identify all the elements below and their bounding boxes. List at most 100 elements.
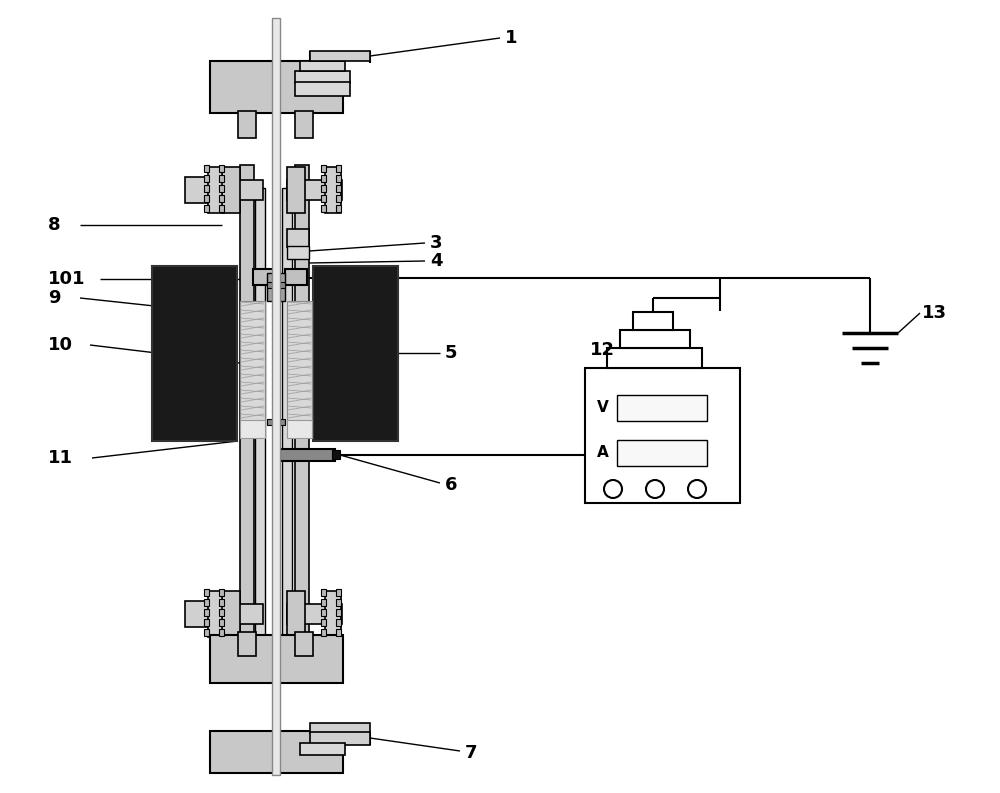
Bar xyxy=(204,609,209,616)
Bar xyxy=(219,599,224,606)
Bar xyxy=(272,18,280,775)
Bar xyxy=(336,175,341,182)
Bar xyxy=(617,395,707,421)
Bar xyxy=(287,229,309,247)
Bar xyxy=(219,175,224,182)
Bar xyxy=(282,188,292,638)
Text: 12: 12 xyxy=(590,341,615,359)
Text: 10: 10 xyxy=(48,336,73,354)
Bar xyxy=(585,368,740,503)
Bar xyxy=(332,450,340,459)
Bar xyxy=(633,312,673,330)
Bar xyxy=(287,301,312,421)
Bar xyxy=(295,632,313,656)
Bar xyxy=(253,269,275,285)
Bar xyxy=(219,619,224,626)
Bar xyxy=(185,601,210,627)
Circle shape xyxy=(604,480,622,498)
Bar xyxy=(287,420,312,438)
Bar xyxy=(300,743,345,755)
Bar xyxy=(238,111,256,138)
Text: V: V xyxy=(597,400,609,416)
Bar xyxy=(321,165,326,172)
Bar xyxy=(278,61,343,113)
Bar xyxy=(219,629,224,636)
Bar xyxy=(204,205,209,212)
Bar xyxy=(287,246,309,259)
Bar xyxy=(210,635,275,683)
Bar xyxy=(321,185,326,192)
Bar xyxy=(210,731,275,773)
Bar xyxy=(208,591,224,637)
Bar xyxy=(219,609,224,616)
Bar xyxy=(222,167,240,213)
Bar xyxy=(336,195,341,202)
Bar xyxy=(295,165,309,665)
Bar xyxy=(219,195,224,202)
Bar xyxy=(204,599,209,606)
Bar xyxy=(607,348,702,368)
Bar xyxy=(219,165,224,172)
Text: 7: 7 xyxy=(465,744,478,762)
Bar xyxy=(336,599,341,606)
Bar xyxy=(321,589,326,596)
Bar xyxy=(295,82,350,96)
Bar xyxy=(204,195,209,202)
Bar xyxy=(325,591,341,637)
Bar xyxy=(219,205,224,212)
Bar xyxy=(617,440,707,466)
Bar xyxy=(204,165,209,172)
Text: 1: 1 xyxy=(505,29,518,47)
Text: 13: 13 xyxy=(922,304,947,322)
Bar xyxy=(240,420,265,438)
Bar xyxy=(336,629,341,636)
Bar xyxy=(222,591,240,637)
Bar xyxy=(336,165,341,172)
Bar xyxy=(321,205,326,212)
Text: 11: 11 xyxy=(48,449,73,467)
Bar xyxy=(267,282,285,288)
Bar xyxy=(321,195,326,202)
Bar xyxy=(204,629,209,636)
Bar xyxy=(278,731,343,773)
Text: 5: 5 xyxy=(445,344,458,362)
Bar xyxy=(313,266,398,441)
Bar xyxy=(336,185,341,192)
Circle shape xyxy=(688,480,706,498)
Text: 4: 4 xyxy=(430,252,442,270)
Text: 8: 8 xyxy=(48,216,61,234)
Text: 9: 9 xyxy=(48,289,60,307)
Bar xyxy=(219,185,224,192)
Bar xyxy=(204,175,209,182)
Bar xyxy=(185,177,210,203)
Bar xyxy=(295,71,350,83)
Bar xyxy=(208,167,224,213)
Bar xyxy=(208,180,263,200)
Bar xyxy=(240,165,254,665)
Bar xyxy=(295,111,313,138)
Bar xyxy=(300,61,345,71)
Bar xyxy=(204,185,209,192)
Bar xyxy=(321,619,326,626)
Text: A: A xyxy=(597,446,609,461)
Bar xyxy=(336,205,341,212)
Bar xyxy=(285,269,307,285)
Bar xyxy=(267,273,285,301)
Bar xyxy=(336,619,341,626)
Bar xyxy=(620,330,690,348)
Bar xyxy=(280,449,335,461)
Bar xyxy=(240,301,265,421)
Bar xyxy=(287,604,342,624)
Bar xyxy=(287,167,305,213)
Bar xyxy=(336,589,341,596)
Bar xyxy=(152,266,237,441)
Bar xyxy=(255,188,265,638)
Bar xyxy=(204,619,209,626)
Circle shape xyxy=(646,480,664,498)
Bar xyxy=(208,604,263,624)
Bar xyxy=(310,732,370,745)
Text: 3: 3 xyxy=(430,234,442,252)
Text: 6: 6 xyxy=(445,476,458,494)
Bar xyxy=(321,599,326,606)
Bar xyxy=(267,419,285,425)
